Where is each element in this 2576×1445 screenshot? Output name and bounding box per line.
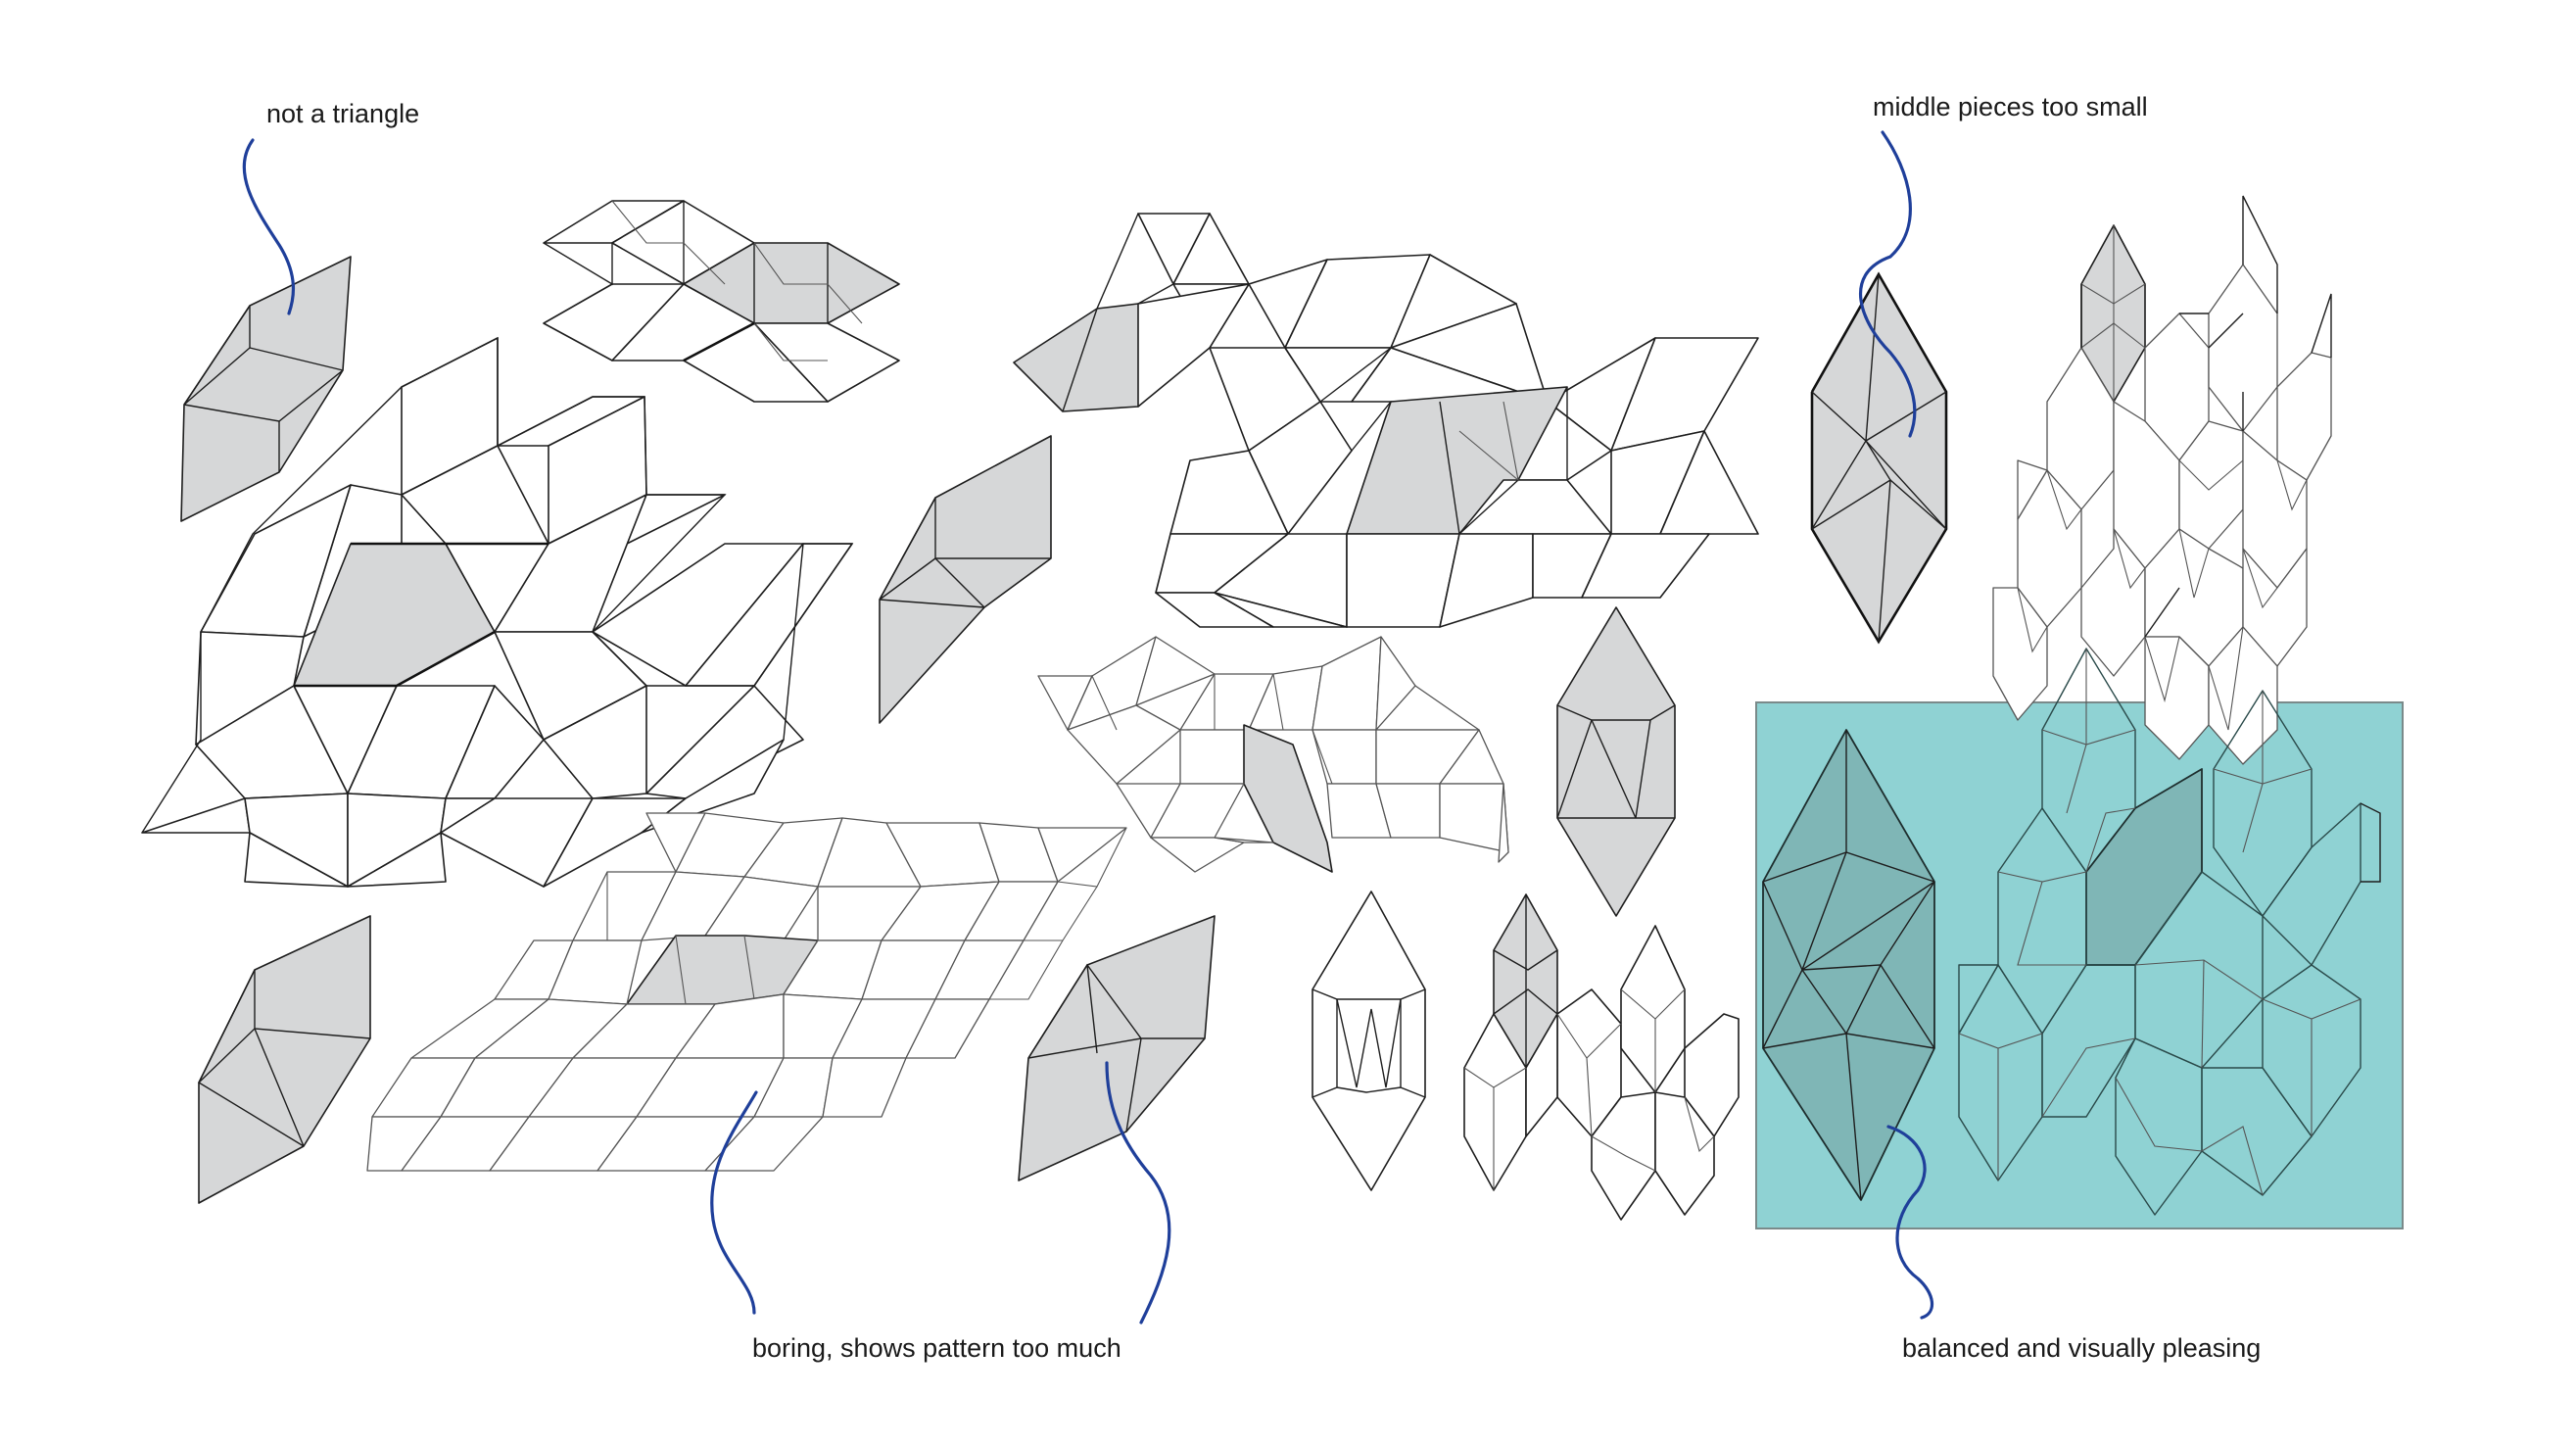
hex-cluster-small — [1464, 894, 1739, 1220]
label-boring: boring, shows pattern too much — [752, 1333, 1121, 1363]
tile-single-middle — [880, 436, 1051, 723]
tile-not-triangle — [181, 257, 351, 521]
label-balanced: balanced and visually pleasing — [1902, 1333, 2261, 1363]
label-middle-small: middle pieces too small — [1873, 92, 2148, 121]
triangle-tessellation-top — [1014, 214, 1758, 627]
tile-single-lower-middle — [1019, 916, 1215, 1180]
strip-top-small — [544, 201, 899, 402]
tile-hex-center — [1557, 607, 1675, 916]
hex-tessellation-right — [1993, 196, 2331, 764]
triangle-tessellation-lower — [367, 813, 1126, 1171]
label-not-triangle: not a triangle — [266, 99, 419, 128]
tile-hex-outline — [1312, 891, 1425, 1190]
tile-single-lower-left — [199, 916, 370, 1203]
tile-elongated-hex — [1812, 274, 1946, 642]
